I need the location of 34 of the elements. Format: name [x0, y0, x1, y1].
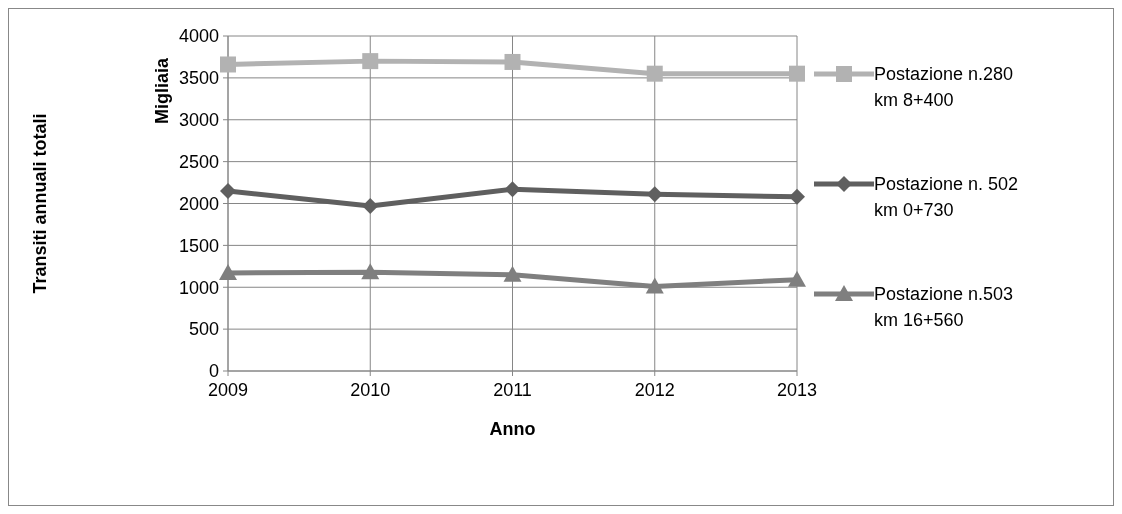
point — [645, 277, 664, 294]
legend-label: Postazione n.503 km 16+560 — [874, 284, 1014, 331]
legend-label: Postazione n.280 km 8+400 — [874, 64, 1014, 111]
point — [220, 56, 236, 73]
y-tick-label: 0 — [208, 361, 219, 382]
point — [789, 65, 805, 82]
y-tick-label: 2500 — [178, 151, 219, 172]
point — [646, 186, 663, 203]
point — [361, 263, 380, 280]
point — [503, 265, 522, 282]
y-tick-label: 1000 — [178, 277, 219, 298]
x-axis-title: Anno — [489, 419, 536, 439]
y-tick-label: 500 — [188, 319, 219, 340]
point — [362, 53, 379, 70]
point — [646, 65, 663, 82]
text: Transiti annuali totali — [30, 113, 50, 294]
y-tick-label: 2000 — [178, 193, 219, 214]
point — [219, 264, 237, 281]
y-tick-label: 3500 — [178, 68, 219, 89]
y-tick-label: 4000 — [178, 26, 219, 47]
legend-label: Postazione n. 502 km 0+730 — [874, 174, 1019, 221]
y-tick-label: 1500 — [178, 235, 219, 256]
x-tick-label: 2011 — [493, 380, 532, 400]
point — [220, 182, 236, 199]
point — [789, 188, 805, 205]
x-tick-label: 2009 — [207, 380, 249, 400]
point — [504, 53, 521, 70]
y-axis-title: Migliaia — [152, 57, 172, 125]
point — [362, 198, 379, 215]
x-tick-label: 2010 — [350, 380, 391, 400]
x-tick-label: 2012 — [634, 380, 675, 400]
y-tick-label: 3000 — [178, 110, 219, 131]
x-tick-label: 2013 — [776, 380, 818, 400]
point — [788, 270, 806, 287]
